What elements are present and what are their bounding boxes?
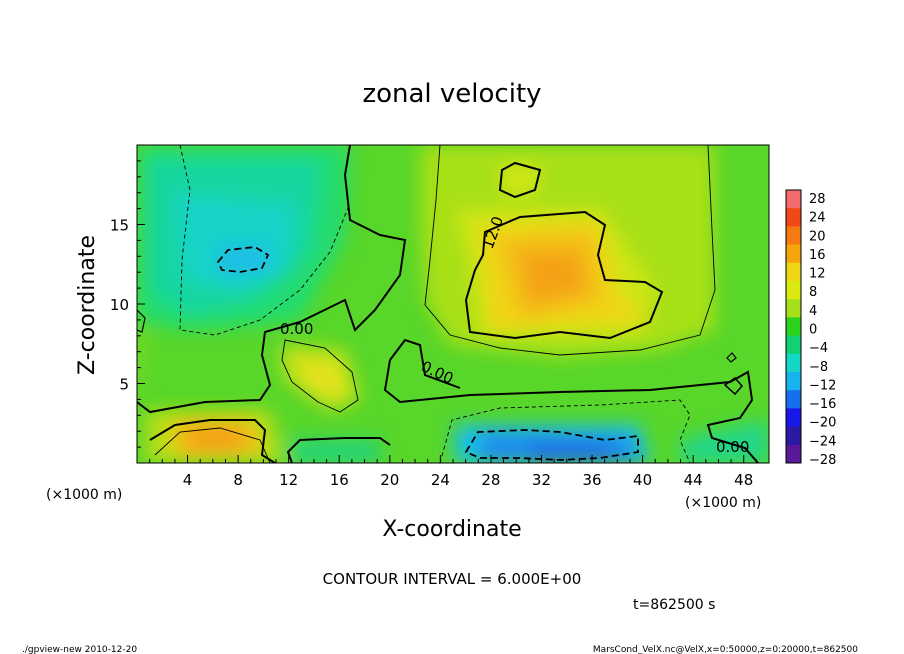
field-region — [300, 360, 345, 395]
y-tick-label: 15 — [110, 217, 129, 235]
colorbar-swatch — [786, 390, 801, 409]
contour-line — [137, 309, 146, 333]
colorbar-label: 8 — [809, 285, 817, 300]
field-region — [530, 440, 615, 463]
colorbar-label: −16 — [809, 397, 836, 412]
colorbar-swatch — [786, 226, 801, 245]
contour-line — [179, 145, 349, 336]
contour-line — [286, 437, 391, 463]
x-tick-label: 40 — [633, 471, 652, 489]
contour-label: 0.00 — [280, 320, 313, 338]
colorbar-swatch — [786, 208, 801, 227]
colorbar-swatch — [786, 299, 801, 318]
contour-line — [464, 210, 664, 340]
chart-title: zonal velocity — [362, 79, 541, 109]
contour-line — [281, 339, 359, 413]
colorbar-label: −8 — [809, 360, 828, 375]
x-tick-label: 12 — [279, 471, 298, 489]
plot-area — [137, 145, 769, 463]
y-axis: 5 10 15 — [110, 160, 145, 448]
footer-left: ./gpview-new 2010-12-20 — [22, 645, 137, 654]
colorbar-swatch — [786, 353, 801, 373]
colorbar-label: 28 — [809, 192, 826, 207]
colorbar-frame — [785, 189, 802, 464]
colorbar-swatch — [786, 190, 801, 209]
colorbar-swatch — [786, 408, 801, 427]
y-tick-label: 10 — [110, 296, 129, 314]
field-region — [137, 330, 145, 395]
x-tick-label: 4 — [183, 471, 193, 489]
x-tick-label: 28 — [481, 471, 500, 489]
x-tick-label: 8 — [233, 471, 243, 489]
colorbar: 28 24 20 16 12 8 4 0 −4 −8 −12 −16 −20 −24 −28 — [785, 189, 836, 468]
contour-line — [726, 352, 737, 363]
colorbar-label: −20 — [809, 416, 836, 431]
y-tick-label: 5 — [119, 376, 129, 394]
colorbar-label: 16 — [809, 248, 826, 263]
field-region — [500, 165, 540, 195]
colorbar-swatch — [786, 244, 801, 264]
colorbar-swatch — [786, 335, 801, 355]
x-tick-label: 32 — [532, 471, 551, 489]
x-tick-label: 16 — [330, 471, 349, 489]
colorbar-label: −4 — [809, 341, 828, 356]
colorbar-swatch — [786, 317, 801, 336]
colorbar-label: −28 — [809, 453, 836, 468]
contour-interval: CONTOUR INTERVAL = 6.000E+00 — [323, 570, 582, 588]
y-axis-label: Z-coordinate — [75, 235, 100, 375]
contour-line — [424, 145, 716, 356]
contour-line — [723, 376, 743, 396]
contour-line — [498, 161, 542, 199]
colorbar-label: −24 — [809, 434, 836, 449]
colorbar-swatch — [786, 444, 801, 464]
contour-line — [439, 399, 691, 463]
x-tick-label: 36 — [582, 471, 601, 489]
colorbar-label: 12 — [809, 267, 826, 282]
x-unit-label: (×1000 m) — [685, 495, 761, 511]
colorbar-label: 20 — [809, 229, 826, 244]
time-stamp: t=862500 s — [633, 597, 715, 613]
colorbar-label: 0 — [809, 323, 817, 338]
y-unit-label: (×1000 m) — [46, 487, 122, 503]
colorbar-label: 4 — [809, 304, 817, 319]
x-axis-label: X-coordinate — [382, 517, 521, 542]
contour-line — [389, 338, 461, 389]
x-tick-label: 44 — [684, 471, 703, 489]
field-region — [525, 255, 585, 300]
colorbar-label: 24 — [809, 211, 826, 226]
field-region — [290, 440, 380, 463]
contour-line — [383, 359, 759, 463]
colorbar-swatch — [786, 426, 801, 446]
contour-label: 0.00 — [716, 438, 749, 456]
colorbar-swatch — [786, 281, 801, 300]
colorbar-swatch — [786, 372, 801, 391]
footer-right: MarsCond_VelX.nc@VelX,x=0:50000,z=0:2000… — [593, 645, 858, 654]
contour-line — [154, 427, 271, 463]
contour-line — [137, 145, 407, 414]
contour-line — [464, 429, 639, 461]
x-tick-label: 24 — [431, 471, 450, 489]
x-tick-label: 20 — [380, 471, 399, 489]
field-region — [215, 245, 272, 276]
x-axis: 4 8 12 16 20 24 28 32 36 40 44 48 — [149, 455, 757, 489]
field-region — [185, 425, 245, 452]
colorbar-swatch — [786, 262, 801, 282]
x-tick-label: 48 — [734, 471, 753, 489]
colorbar-label: −12 — [809, 378, 836, 393]
contour-line — [149, 419, 276, 463]
